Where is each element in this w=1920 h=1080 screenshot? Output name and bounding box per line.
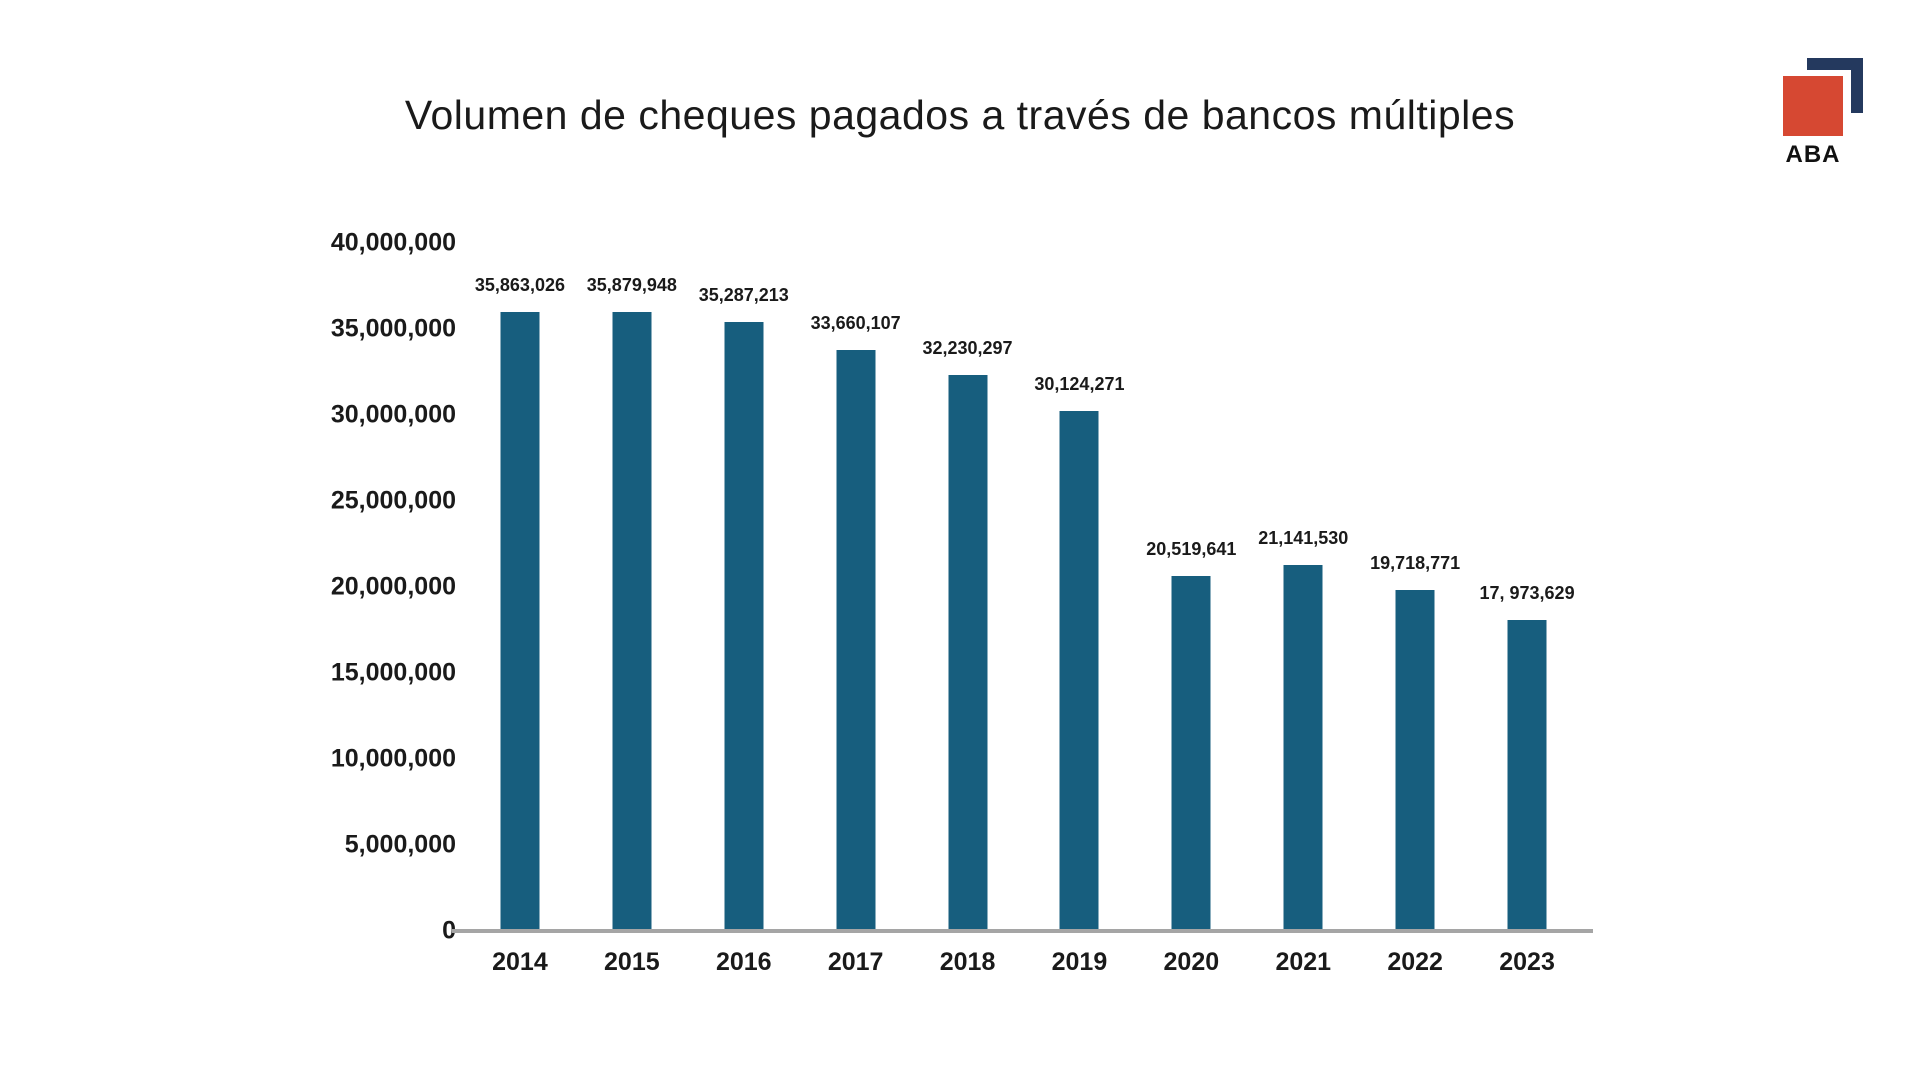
- y-tick-label: 10,000,000: [330, 744, 456, 773]
- bar-group-2014: 35,863,026: [464, 241, 576, 929]
- bar-group-2020: 20,519,641: [1135, 241, 1247, 929]
- bar-group-2019: 30,124,271: [1024, 241, 1136, 929]
- bar-value-label-2022: 19,718,771: [1370, 552, 1461, 573]
- y-tick-label: 5,000,000: [344, 830, 456, 859]
- y-tick-label: 40,000,000: [330, 228, 456, 257]
- y-tick-label: 30,000,000: [330, 400, 456, 429]
- plot-area: 35,863,026 35,879,948 35,287,213 33,660,107…: [464, 241, 1583, 929]
- x-tick-label-2016: 2016: [715, 948, 772, 976]
- logo-label: ABA: [1785, 141, 1841, 168]
- bar-group-2021: 21,141,530: [1247, 241, 1359, 929]
- y-tick-label: 35,000,000: [330, 314, 456, 343]
- x-tick-label-2020: 2020: [1163, 948, 1220, 976]
- bar-value-label-2018: 32,230,297: [922, 337, 1013, 358]
- bar-value-label-2015: 35,879,948: [586, 274, 677, 295]
- x-tick-label-2022: 2022: [1387, 948, 1443, 976]
- bar-group-2022: 19,718,771: [1359, 241, 1471, 929]
- bar-value-label-2017: 33,660,107: [810, 313, 901, 334]
- x-axis-line: [452, 929, 1593, 933]
- x-tick-label-2019: 2019: [1051, 948, 1108, 976]
- bar-group-2015: 35,879,948: [576, 241, 688, 929]
- bar-value-label-2020: 20,519,641: [1146, 539, 1237, 560]
- bar-value-label-2023: 17, 973,629: [1479, 582, 1575, 603]
- y-tick-label: 25,000,000: [330, 486, 456, 515]
- y-tick-label: 0: [442, 916, 456, 945]
- bar-group-2016: 35,287,213: [688, 241, 800, 929]
- bar-2022: [1395, 589, 1435, 929]
- aba-logo: ABA: [1780, 42, 1876, 170]
- x-tick-label-2018: 2018: [939, 948, 996, 976]
- bar-2015: [612, 311, 652, 929]
- bar-2019: [1059, 410, 1099, 929]
- x-axis-labels: 2014 2015 2016 2017 2018 2019 2020 2021 2022 2023: [464, 948, 1583, 980]
- x-tick-label-2014: 2014: [492, 948, 548, 976]
- x-tick-label-2023: 2023: [1499, 948, 1555, 976]
- bar-group-2023: 17, 973,629: [1471, 241, 1583, 929]
- logo-red-square-icon: [1783, 76, 1843, 136]
- y-tick-label: 20,000,000: [330, 572, 456, 601]
- bar-value-label-2016: 35,287,213: [698, 285, 789, 306]
- bar-2017: [836, 350, 876, 929]
- x-tick-label-2015: 2015: [604, 948, 660, 976]
- bar-group-2018: 32,230,297: [912, 241, 1024, 929]
- y-tick-label: 15,000,000: [330, 658, 456, 687]
- bar-value-label-2019: 30,124,271: [1034, 373, 1125, 394]
- bar-group-2017: 33,660,107: [800, 241, 912, 929]
- x-tick-label-2017: 2017: [827, 948, 884, 976]
- bar-2018: [948, 374, 988, 929]
- y-axis: 40,000,000 35,000,000 30,000,000 25,000,000…: [240, 229, 456, 945]
- bar-2020: [1171, 576, 1211, 929]
- bar-2023: [1507, 619, 1547, 929]
- bar-2014: [500, 312, 540, 929]
- logo-navy-corner-icon: [1807, 58, 1863, 113]
- bar-value-label-2021: 21,141,530: [1258, 528, 1349, 549]
- x-tick-label-2021: 2021: [1275, 948, 1332, 976]
- bar-2021: [1283, 565, 1323, 929]
- bar-value-label-2014: 35,863,026: [474, 275, 565, 296]
- page-title: Volumen de cheques pagados a través de b…: [404, 92, 1516, 138]
- bar-2016: [724, 322, 764, 929]
